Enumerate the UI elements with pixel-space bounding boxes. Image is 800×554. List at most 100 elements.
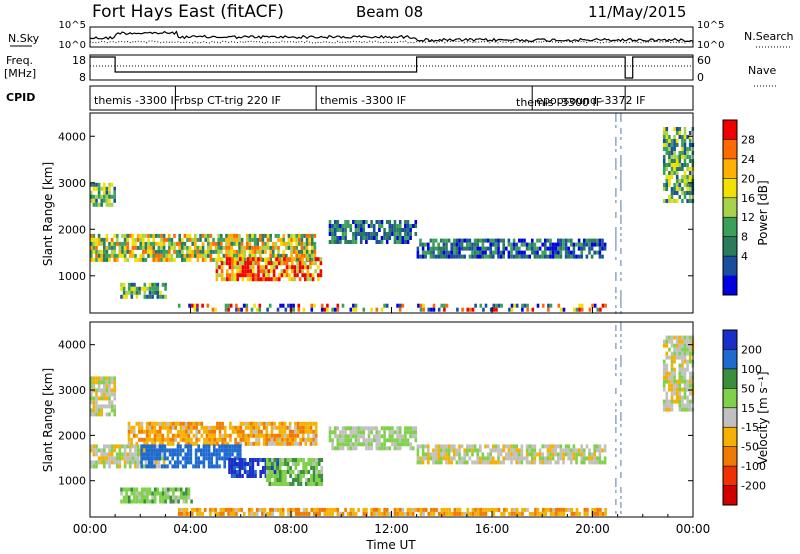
- heatmap-cell: [422, 511, 425, 516]
- heatmap-cell: [297, 474, 300, 478]
- heatmap-cell: [309, 265, 312, 270]
- heatmap-cell: [447, 254, 451, 259]
- heatmap-cell: [249, 425, 253, 430]
- heatmap-cell: [105, 253, 109, 258]
- heatmap-cell: [339, 228, 342, 232]
- heatmap-cell: [668, 171, 671, 175]
- heatmap-cell: [673, 351, 676, 356]
- heatmap-cell: [140, 421, 144, 426]
- heatmap-cell: [502, 507, 506, 512]
- heatmap-cell: [688, 179, 692, 183]
- heatmap-cell: [662, 199, 666, 203]
- heatmap-cell: [686, 363, 689, 368]
- heatmap-cell: [499, 452, 503, 457]
- heatmap-cell: [153, 456, 156, 461]
- heatmap-cell: [228, 265, 232, 270]
- heatmap-cell: [507, 452, 511, 457]
- heatmap-cell: [370, 426, 373, 431]
- heatmap-cell: [194, 464, 198, 469]
- heatmap-cell: [131, 460, 135, 465]
- heatmap-cell: [688, 199, 692, 203]
- heatmap-cell: [252, 425, 256, 430]
- heatmap-cell: [670, 151, 674, 155]
- heatmap-cell: [554, 448, 557, 453]
- heatmap-cell: [678, 383, 682, 388]
- heatmap-cell: [246, 237, 249, 242]
- heatmap-cell: [220, 241, 223, 246]
- heatmap-cell: [251, 245, 254, 250]
- heatmap-cell: [187, 433, 191, 438]
- heatmap-cell: [502, 238, 505, 243]
- heatmap-cell: [210, 433, 214, 438]
- heatmap-cell: [378, 228, 381, 232]
- heatmap-cell: [427, 250, 430, 255]
- heatmap-cell: [134, 237, 137, 242]
- heatmap-cell: [305, 237, 309, 242]
- heatmap-cell: [554, 511, 558, 516]
- heatmap-cell: [620, 364, 622, 367]
- heatmap-cell: [662, 383, 666, 388]
- heatmap-cell: [181, 464, 185, 469]
- heatmap-cell: [279, 237, 283, 242]
- heatmap-cell: [398, 438, 402, 443]
- heatmap-cell: [230, 474, 234, 478]
- heatmap-cell: [142, 245, 145, 250]
- y-tick-label: 2000: [58, 223, 86, 236]
- heatmap-cell: [172, 499, 175, 504]
- heatmap-cell: [375, 446, 379, 451]
- heatmap-cell: [92, 460, 96, 465]
- heatmap-cell: [601, 303, 605, 308]
- heatmap-cell: [497, 250, 500, 255]
- heatmap-cell: [254, 257, 258, 262]
- heatmap-cell: [675, 171, 679, 175]
- heatmap-cell: [510, 448, 513, 453]
- heatmap-cell: [593, 444, 596, 449]
- heatmap-cell: [580, 254, 583, 259]
- heatmap-cell: [204, 253, 207, 258]
- heatmap-cell: [145, 441, 149, 446]
- heatmap-cell: [620, 496, 622, 499]
- heatmap-cell: [220, 456, 224, 461]
- heatmap-cell: [241, 462, 244, 466]
- heatmap-cell: [570, 460, 573, 465]
- heatmap-cell: [217, 241, 220, 246]
- heatmap-cell: [276, 474, 279, 478]
- heatmap-cell: [434, 448, 438, 453]
- heatmap-cell: [450, 460, 453, 465]
- heatmap-cell: [268, 462, 272, 466]
- heatmap-cell: [479, 444, 482, 449]
- heatmap-cell: [290, 237, 293, 242]
- heatmap-cell: [236, 444, 239, 449]
- heatmap-cell: [430, 511, 433, 516]
- heatmap-cell: [257, 441, 261, 446]
- heatmap-cell: [686, 179, 689, 183]
- heatmap-cell: [188, 511, 191, 516]
- heatmap-cell: [225, 241, 228, 246]
- heatmap-cell: [670, 367, 674, 372]
- heatmap-cell: [549, 250, 552, 255]
- heatmap-cell: [492, 444, 495, 449]
- heatmap-cell: [333, 507, 337, 512]
- beam-label: Beam 08: [356, 3, 423, 21]
- heatmap-cell: [191, 249, 194, 254]
- heatmap-cell: [100, 376, 103, 381]
- heatmap-cell: [264, 245, 267, 250]
- heatmap-cell: [688, 135, 692, 139]
- heatmap-cell: [133, 286, 136, 291]
- heatmap-cell: [453, 242, 456, 247]
- colorbar-swatch: [723, 388, 737, 409]
- heatmap-cell: [208, 441, 211, 446]
- heatmap-cell: [295, 233, 298, 238]
- heatmap-cell: [546, 444, 550, 449]
- heatmap-cell: [207, 460, 211, 465]
- heatmap-cell: [673, 391, 676, 396]
- heatmap-cell: [280, 257, 284, 262]
- heatmap-cell: [299, 437, 302, 442]
- heatmap-cell: [164, 495, 167, 500]
- heatmap-cell: [484, 507, 488, 512]
- heatmap-cell: [97, 241, 101, 246]
- heatmap-cell: [339, 430, 342, 435]
- heatmap-cell: [105, 456, 109, 461]
- heatmap-cell: [523, 238, 526, 243]
- heatmap-cell: [665, 135, 669, 139]
